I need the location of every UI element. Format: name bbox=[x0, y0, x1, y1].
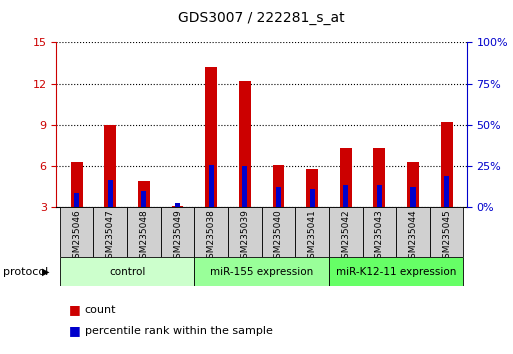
Bar bbox=[138, 181, 150, 207]
Bar bbox=[329, 257, 463, 286]
Text: ■: ■ bbox=[69, 325, 81, 337]
Bar bbox=[161, 207, 194, 257]
Bar bbox=[108, 180, 113, 207]
Bar bbox=[407, 162, 419, 207]
Bar bbox=[242, 166, 247, 207]
Text: GSM235041: GSM235041 bbox=[308, 210, 317, 264]
Bar bbox=[60, 207, 93, 257]
Bar bbox=[175, 203, 180, 207]
Bar bbox=[93, 207, 127, 257]
Text: ▶: ▶ bbox=[43, 267, 50, 276]
Bar bbox=[194, 257, 329, 286]
Text: miR-155 expression: miR-155 expression bbox=[210, 267, 313, 276]
Bar bbox=[306, 169, 318, 207]
Bar bbox=[396, 207, 430, 257]
Bar bbox=[373, 148, 385, 207]
Text: GSM235047: GSM235047 bbox=[106, 210, 115, 264]
Bar bbox=[194, 207, 228, 257]
Bar bbox=[444, 176, 449, 207]
Bar bbox=[329, 207, 363, 257]
Bar bbox=[142, 190, 146, 207]
Bar bbox=[272, 165, 284, 207]
Text: control: control bbox=[109, 267, 145, 276]
Text: GSM235048: GSM235048 bbox=[140, 210, 148, 264]
Bar bbox=[363, 207, 396, 257]
Bar bbox=[205, 67, 217, 207]
Text: GSM235043: GSM235043 bbox=[375, 210, 384, 264]
Bar bbox=[276, 187, 281, 207]
Text: protocol: protocol bbox=[3, 267, 48, 276]
Bar bbox=[309, 189, 314, 207]
Bar bbox=[60, 257, 194, 286]
Bar bbox=[104, 125, 116, 207]
Bar bbox=[228, 207, 262, 257]
Bar bbox=[377, 185, 382, 207]
Bar bbox=[441, 122, 452, 207]
Text: GSM235039: GSM235039 bbox=[240, 210, 249, 264]
Text: GDS3007 / 222281_s_at: GDS3007 / 222281_s_at bbox=[179, 11, 345, 25]
Bar bbox=[295, 207, 329, 257]
Bar bbox=[172, 206, 184, 207]
Bar bbox=[71, 162, 83, 207]
Bar bbox=[209, 165, 214, 207]
Text: GSM235045: GSM235045 bbox=[442, 210, 451, 264]
Text: count: count bbox=[85, 305, 116, 315]
Text: GSM235042: GSM235042 bbox=[341, 210, 350, 264]
Bar bbox=[343, 185, 348, 207]
Bar bbox=[430, 207, 463, 257]
Text: GSM235040: GSM235040 bbox=[274, 210, 283, 264]
Bar bbox=[239, 81, 251, 207]
Text: GSM235046: GSM235046 bbox=[72, 210, 81, 264]
Bar bbox=[340, 148, 351, 207]
Bar bbox=[74, 193, 79, 207]
Text: GSM235044: GSM235044 bbox=[408, 210, 418, 264]
Bar bbox=[262, 207, 295, 257]
Text: percentile rank within the sample: percentile rank within the sample bbox=[85, 326, 272, 336]
Text: miR-K12-11 expression: miR-K12-11 expression bbox=[336, 267, 457, 276]
Text: GSM235038: GSM235038 bbox=[207, 210, 215, 264]
Bar bbox=[127, 207, 161, 257]
Bar bbox=[410, 187, 416, 207]
Text: GSM235049: GSM235049 bbox=[173, 210, 182, 264]
Text: ■: ■ bbox=[69, 303, 81, 316]
